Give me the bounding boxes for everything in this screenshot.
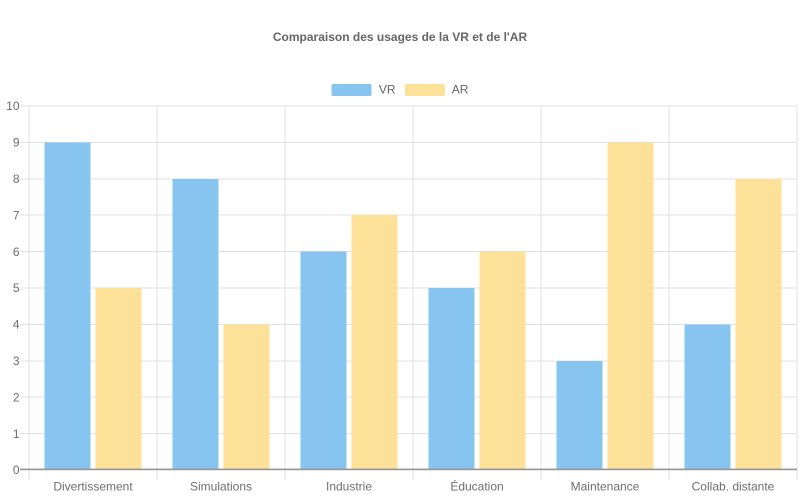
svg-text:8: 8 [13,172,20,186]
svg-text:0: 0 [13,463,20,477]
svg-text:Maintenance: Maintenance [571,480,640,494]
svg-text:9: 9 [13,136,20,150]
svg-text:5: 5 [13,281,20,295]
svg-text:3: 3 [13,354,20,368]
svg-text:Industrie: Industrie [326,480,372,494]
svg-text:Éducation: Éducation [450,479,503,494]
svg-text:Simulations: Simulations [190,480,252,494]
svg-text:VR: VR [379,83,396,97]
svg-text:AR: AR [452,83,469,97]
svg-text:6: 6 [13,245,20,259]
svg-text:4: 4 [13,318,20,332]
svg-text:7: 7 [13,208,20,222]
svg-text:Collab. distante: Collab. distante [692,480,775,494]
svg-text:2: 2 [13,390,20,404]
svg-text:10: 10 [6,99,20,113]
svg-text:Divertissement: Divertissement [53,480,133,494]
svg-text:Comparaison des usages de la V: Comparaison des usages de la VR et de l'… [273,30,528,44]
svg-text:1: 1 [13,427,20,441]
